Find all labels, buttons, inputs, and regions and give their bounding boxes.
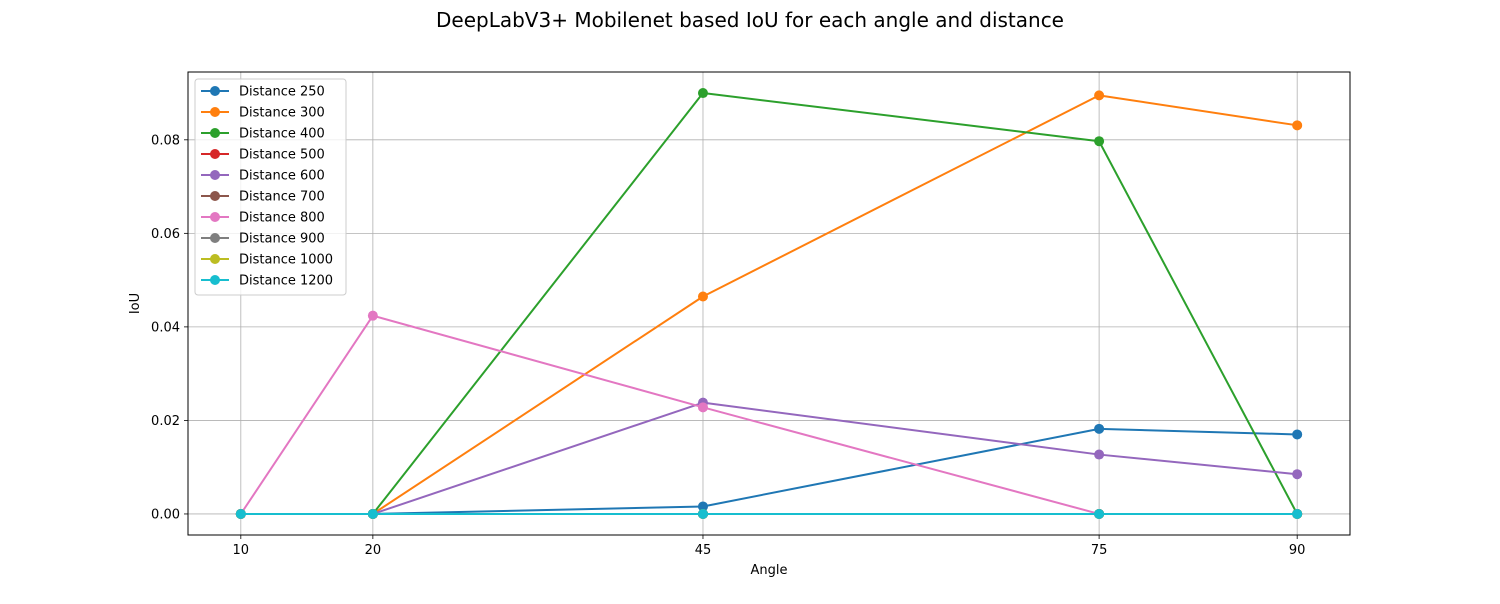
series-distance-300	[235, 90, 1303, 519]
x-tick-label: 90	[1289, 543, 1306, 558]
y-tick-label: 0.00	[151, 507, 180, 522]
series-layer	[235, 88, 1303, 519]
legend-swatch-marker	[210, 233, 220, 243]
series-line-distance-300	[240, 94, 1298, 515]
legend-label: Distance 800	[239, 211, 325, 226]
y-tick-label: 0.08	[151, 133, 180, 148]
legend-item: Distance 1000	[201, 253, 333, 268]
x-tick-label: 45	[695, 543, 712, 558]
data-point	[1292, 429, 1303, 440]
legend-swatch-marker	[210, 170, 220, 180]
legend-item: Distance 400	[201, 127, 325, 142]
legend-item: Distance 600	[201, 169, 325, 184]
data-point	[1292, 508, 1303, 519]
series-line-distance-800	[239, 314, 1298, 515]
legend-label: Distance 900	[239, 232, 325, 247]
y-axis-label: IoU	[128, 293, 143, 314]
chart-title: DeepLabV3+ Mobilenet based IoU for each …	[436, 8, 1064, 32]
legend-swatch-marker	[210, 275, 220, 285]
data-point	[1094, 90, 1105, 101]
y-tick-label: 0.02	[151, 414, 180, 429]
legend-label: Distance 1200	[239, 274, 333, 289]
series-distance-600	[235, 397, 1303, 519]
legend-label: Distance 250	[239, 85, 325, 100]
legend-swatch-marker	[210, 149, 220, 159]
legend-frame	[194, 78, 347, 296]
legend-item: Distance 1200	[201, 274, 333, 289]
data-point	[1094, 508, 1105, 519]
plot-frame	[187, 71, 1351, 536]
x-tick-label: 10	[233, 543, 250, 558]
data-point	[1292, 469, 1303, 480]
x-axis-label: Angle	[751, 563, 788, 578]
series-distance-1200	[235, 508, 1303, 519]
data-point	[367, 508, 378, 519]
legend-label: Distance 500	[239, 148, 325, 163]
legend-item: Distance 800	[201, 211, 325, 226]
series-distance-400	[235, 88, 1303, 519]
series-line-distance-250	[240, 427, 1298, 515]
grid-layer	[188, 72, 1350, 535]
legend-swatch-marker	[210, 191, 220, 201]
legend-swatch-marker	[210, 107, 220, 117]
data-point	[1094, 423, 1105, 434]
legend-label: Distance 600	[239, 169, 325, 184]
data-point	[1094, 136, 1105, 147]
legend-label: Distance 700	[239, 190, 325, 205]
series-distance-800	[235, 310, 1303, 519]
data-point	[235, 508, 246, 519]
y-tick-label: 0.06	[151, 227, 180, 242]
x-tick-label: 20	[365, 543, 382, 558]
legend-swatch-marker	[210, 128, 220, 138]
series-line-distance-400	[240, 92, 1299, 515]
legend-swatch-marker	[210, 86, 220, 96]
data-point	[1094, 449, 1105, 460]
legend-label: Distance 300	[239, 106, 325, 121]
legend-label: Distance 400	[239, 127, 325, 142]
data-point	[697, 402, 708, 413]
legend-item: Distance 500	[201, 148, 325, 163]
x-tick-label: 75	[1091, 543, 1108, 558]
data-point	[697, 88, 708, 99]
axis-layer: 10 20 45 75 90 0.00 0.02 0.04 0.06 0.08	[151, 133, 1305, 558]
data-point	[697, 501, 708, 512]
legend: Distance 250 Distance 300 Distance 400 Dist…	[194, 78, 347, 296]
series-distance-250	[235, 423, 1303, 519]
data-point	[1292, 120, 1303, 131]
legend-item: Distance 700	[201, 190, 325, 205]
legend-item: Distance 900	[201, 232, 325, 247]
legend-item: Distance 250	[201, 85, 325, 100]
legend-swatch-marker	[210, 254, 220, 264]
legend-label: Distance 1000	[239, 253, 333, 268]
data-point	[367, 310, 378, 321]
data-point	[697, 508, 708, 519]
legend-item: Distance 300	[201, 106, 325, 121]
y-tick-label: 0.04	[151, 320, 180, 335]
data-point	[697, 291, 708, 302]
legend-swatch-marker	[210, 212, 220, 222]
